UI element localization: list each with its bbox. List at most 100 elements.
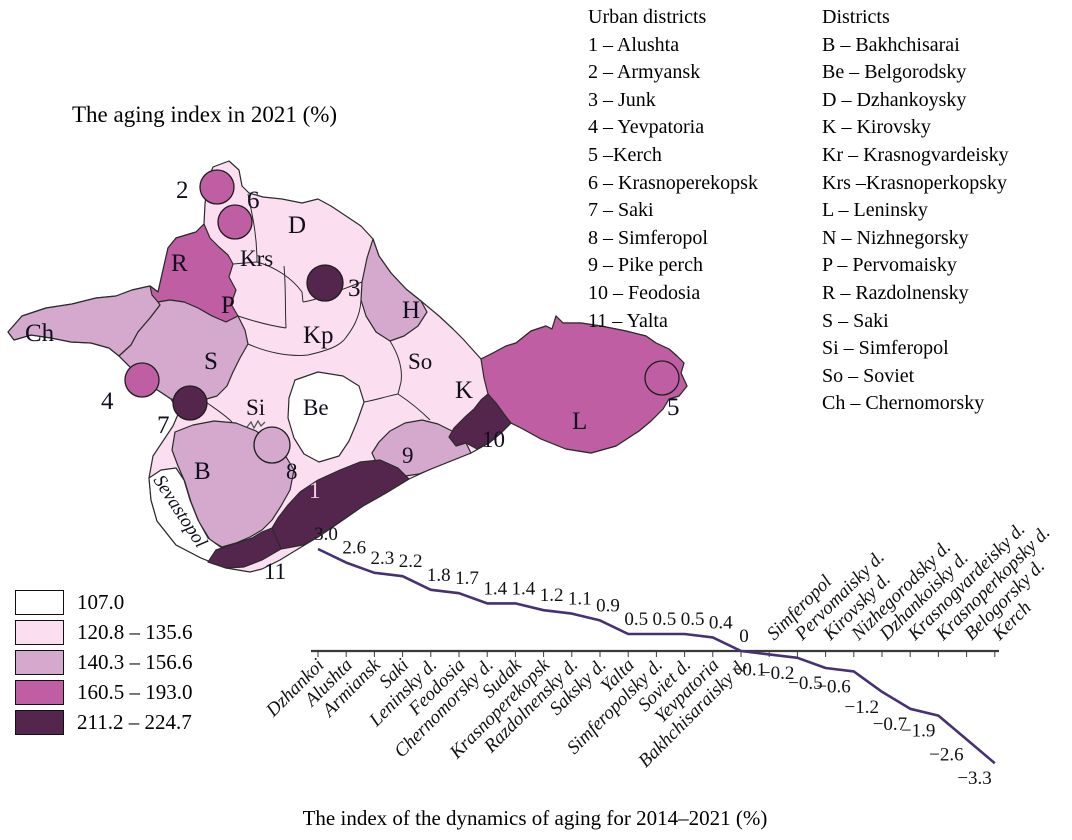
map-label-6: 6 <box>247 187 260 214</box>
map-label-krs: Krs <box>240 246 273 271</box>
city-circle-4 <box>124 362 160 398</box>
district-border-9 <box>389 340 402 395</box>
city-circle-6 <box>217 204 253 240</box>
legend-band-label-1: 107.0 <box>77 590 125 614</box>
urban-legend-item-8: 8 – Simferopol <box>588 226 708 249</box>
urban-legend-item-7: 7 – Saki <box>588 199 654 222</box>
map-label-ch: Ch <box>25 320 55 347</box>
value-label-15: 0.4 <box>709 612 733 633</box>
value-label-1: 3.0 <box>314 524 338 545</box>
district-border-6 <box>237 315 287 329</box>
map-label-3: 3 <box>348 275 361 302</box>
map-label-1: 1 <box>309 478 321 503</box>
value-label-8: 1.4 <box>512 578 536 599</box>
legend-band-label-2: 120.8 – 135.6 <box>77 620 193 644</box>
urban-legend-item-5: 5 –Kerch <box>588 143 662 166</box>
map-label-5: 5 <box>667 394 680 421</box>
district-legend-item-13: So – Soviet <box>822 364 915 387</box>
map-label-2: 2 <box>176 177 189 204</box>
chart-caption: The index of the dynamics of aging for 2… <box>302 806 768 830</box>
district-border-5 <box>283 265 287 329</box>
city-circle-7 <box>172 385 208 421</box>
value-label-14: 0.5 <box>681 609 705 630</box>
districts-legend-header: Districts <box>822 6 890 28</box>
legend-band-swatch-2 <box>15 620 64 645</box>
squiggle-mark-icon <box>246 419 266 430</box>
legend-band-row-2: 120.8 – 135.6 <box>15 620 193 645</box>
map-label-9: 9 <box>402 443 414 468</box>
urban-legend-item-1: 1 – Alushta <box>588 33 680 56</box>
legend-band-row-1: 107.0 <box>15 590 193 615</box>
legend-band-swatch-3 <box>15 650 64 675</box>
city-circle-5 <box>644 360 680 396</box>
value-label-24: −2.6 <box>929 744 963 765</box>
legend-band-swatch-1 <box>15 590 64 615</box>
value-label-18: −0.2 <box>760 663 794 684</box>
value-label-12: 0.5 <box>624 609 648 630</box>
district-legend-item-7: L – Leninsky <box>822 199 928 222</box>
map-region-L <box>480 315 688 454</box>
value-label-22: −0.7 <box>873 714 907 735</box>
map-region-Yalta11 <box>207 527 282 569</box>
map-label-so: So <box>408 349 432 374</box>
map-label-be: Be <box>303 395 329 420</box>
value-label-7: 1.4 <box>483 578 507 599</box>
legend-band-swatch-5 <box>15 710 64 735</box>
district-legend-item-6: Krs –Krasnoperkopsky <box>822 171 1007 194</box>
value-label-13: 0.5 <box>653 609 677 630</box>
map-label-4: 4 <box>101 388 114 415</box>
urban-legend-item-4: 4 – Yevpatoria <box>588 116 705 139</box>
map-label-l: L <box>572 408 587 435</box>
aging-dynamics-line-chart: 3.0Dzhankoi2.6Alushta2.3Armiansk2.2Saki1… <box>261 519 1054 789</box>
value-label-11: 0.9 <box>596 595 620 616</box>
value-label-2: 2.6 <box>342 538 366 559</box>
value-label-3: 2.3 <box>371 548 395 569</box>
map-label-10: 10 <box>482 427 505 452</box>
value-label-4: 2.2 <box>399 551 423 572</box>
district-legend-item-9: P – Pervomaisky <box>822 254 957 277</box>
map-label-s: S <box>204 348 218 375</box>
district-legend-item-4: K – Kirovsky <box>822 116 931 139</box>
district-legend-item-3: D – Dzhankoysky <box>822 88 967 111</box>
district-legend-item-8: N – Nizhnegorsky <box>822 226 969 249</box>
urban-legend-header: Urban districts <box>588 6 707 28</box>
district-border-1 <box>247 193 258 263</box>
value-label-9: 1.2 <box>540 585 564 606</box>
legend-band-swatch-4 <box>15 680 64 705</box>
district-legend-item-5: Kr – Krasnogvardeisky <box>822 143 1009 166</box>
value-label-16: 0 <box>739 626 749 647</box>
map-label-11: 11 <box>264 559 286 584</box>
map-internal-borders <box>202 193 431 430</box>
value-label-25: −3.3 <box>957 768 991 789</box>
map-title: The aging index in 2021 (%) <box>72 102 338 127</box>
urban-legend-item-11: 11 – Yalta <box>588 309 668 332</box>
map-label-kp: Kp <box>303 322 334 349</box>
value-label-21: −1.2 <box>845 697 879 718</box>
district-legend-item-12: Si – Simferopol <box>822 337 949 360</box>
map-label-p: P <box>221 292 235 319</box>
value-label-10: 1.1 <box>568 589 592 610</box>
map-label-r: R <box>171 250 188 277</box>
map-region-Be <box>287 371 365 463</box>
district-legend-item-2: Be – Belgorodsky <box>822 61 967 84</box>
district-border-2 <box>232 261 258 265</box>
map-label-k: K <box>455 377 473 404</box>
city-circle-8 <box>253 426 291 464</box>
urban-legend-item-3: 3 – Junk <box>588 88 656 111</box>
legend-band-row-5: 211.2 – 224.7 <box>15 710 193 735</box>
legend-band-row-4: 160.5 – 193.0 <box>15 680 193 705</box>
city-circle-2 <box>199 169 235 205</box>
district-border-7 <box>247 339 345 356</box>
district-legend-item-11: S – Saki <box>822 309 889 332</box>
map-label-8: 8 <box>286 459 298 484</box>
map-region-Feodosia10 <box>448 393 512 450</box>
value-label-17: −0.1 <box>732 659 766 680</box>
urban-districts-legend: Urban districts 1 – Alushta 2 – Armyansk 3… <box>588 4 758 335</box>
map-label-b: B <box>194 458 211 485</box>
urban-legend-item-2: 2 – Armyansk <box>588 61 701 84</box>
legend-band-label-5: 211.2 – 224.7 <box>77 710 192 734</box>
district-legend-item-14: Ch – Chernomorsky <box>822 392 985 415</box>
value-label-6: 1.7 <box>455 568 479 589</box>
map-regions <box>7 160 688 573</box>
